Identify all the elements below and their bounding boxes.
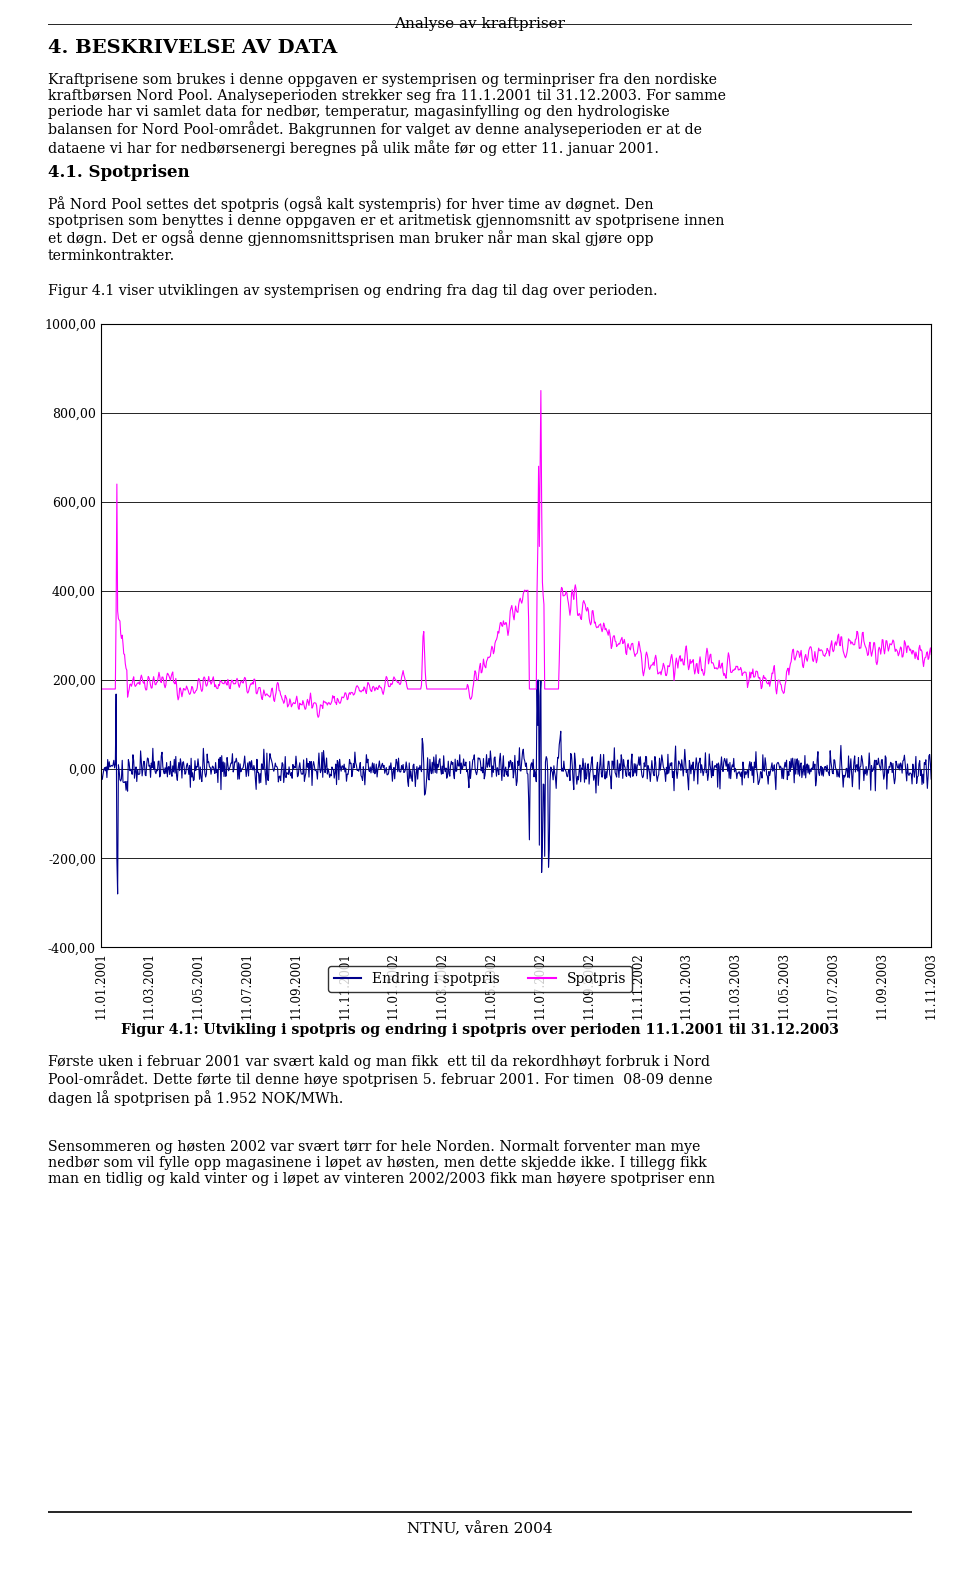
Endring i spotpris	[859, 761, 871, 780]
Spotpris	[605, 630, 616, 649]
Spotpris	[373, 676, 385, 695]
Text: Figur 4.1: Utvikling i spotpris og endring i spotpris over perioden 11.1.2001 ti: Figur 4.1: Utvikling i spotpris og endri…	[121, 1023, 839, 1037]
Endring i spotpris	[408, 755, 420, 774]
Text: Kraftprisene som brukes i denne oppgaven er systemprisen og terminpriser fra den: Kraftprisene som brukes i denne oppgaven…	[48, 73, 726, 156]
Legend: Endring i spotpris, Spotpris: Endring i spotpris, Spotpris	[328, 966, 632, 992]
Line: Spotpris: Spotpris	[101, 390, 931, 717]
Text: På Nord Pool settes det spotpris (også kalt systempris) for hver time av døgnet.: På Nord Pool settes det spotpris (også k…	[48, 196, 725, 262]
Spotpris	[95, 679, 107, 698]
Endring i spotpris	[95, 747, 107, 766]
Endring i spotpris	[112, 884, 124, 903]
Text: NTNU, våren 2004: NTNU, våren 2004	[407, 1522, 553, 1536]
Spotpris	[925, 644, 937, 663]
Endring i spotpris	[656, 745, 667, 764]
Text: Analyse av kraftpriser: Analyse av kraftpriser	[395, 17, 565, 32]
Endring i spotpris	[695, 763, 707, 782]
Spotpris	[695, 654, 707, 673]
Spotpris	[535, 381, 546, 399]
Spotpris	[408, 679, 420, 698]
Text: 4.1. Spotprisen: 4.1. Spotprisen	[48, 164, 190, 182]
Text: Første uken i februar 2001 var svært kald og man fikk  ett til da rekordhhøyt fo: Første uken i februar 2001 var svært kal…	[48, 1055, 712, 1105]
Text: Sensommeren og høsten 2002 var svært tørr for hele Norden. Normalt forventer man: Sensommeren og høsten 2002 var svært tør…	[48, 1140, 715, 1186]
Endring i spotpris	[605, 767, 616, 786]
Line: Endring i spotpris: Endring i spotpris	[101, 681, 931, 894]
Endring i spotpris	[925, 769, 937, 788]
Endring i spotpris	[531, 671, 542, 690]
Text: 4. BESKRIVELSE AV DATA: 4. BESKRIVELSE AV DATA	[48, 39, 337, 57]
Text: Figur 4.1 viser utviklingen av systemprisen og endring fra dag til dag over peri: Figur 4.1 viser utviklingen av systempri…	[48, 284, 658, 298]
Spotpris	[656, 662, 667, 681]
Spotpris	[859, 635, 871, 654]
Spotpris	[312, 707, 324, 726]
Endring i spotpris	[373, 752, 385, 771]
